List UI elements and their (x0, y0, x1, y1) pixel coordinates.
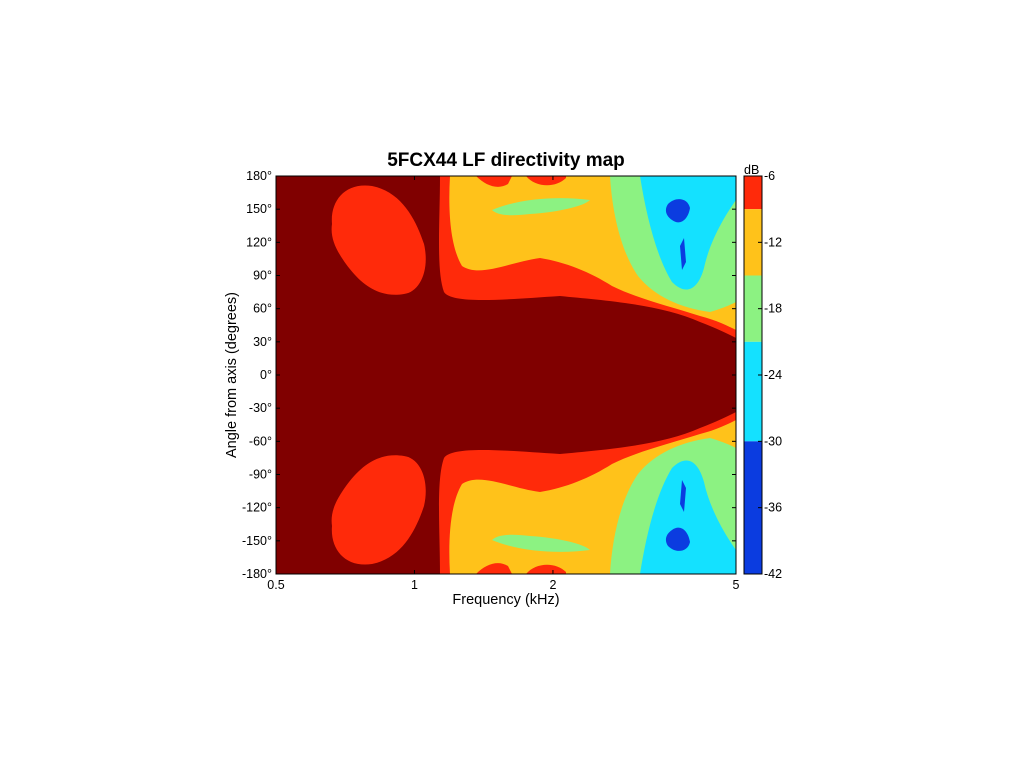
x-tick-label: 0.5 (267, 578, 284, 592)
y-tick-label: -90° (249, 468, 272, 482)
y-tick-label: -150° (242, 534, 272, 548)
colorbar-tick-label: -12 (764, 235, 782, 249)
y-tick-label: 60° (253, 302, 272, 316)
y-tick-label: 180° (246, 169, 272, 183)
contour-level-minus9-edge-mirrored (476, 563, 566, 574)
x-axis-label: Frequency (kHz) (452, 592, 559, 608)
colorbar-segment (744, 441, 762, 574)
upper-half-contours (331, 176, 736, 338)
y-tick-label: 0° (260, 368, 272, 382)
lower-half-contours (331, 412, 736, 574)
colorbar-tick-label: -30 (764, 434, 782, 448)
colorbar: -6 -12 -18 -24 -30 -36 -42 (743, 169, 782, 581)
plot-area (276, 176, 736, 574)
x-tick-label: 1 (411, 578, 418, 592)
y-tick-label: 150° (246, 202, 272, 216)
colorbar-tick-label: -24 (764, 368, 782, 382)
x-tick-label: 2 (549, 578, 556, 592)
y-tick-label: -30° (249, 401, 272, 415)
y-axis-label: Angle from axis (degrees) (224, 292, 240, 458)
x-axis: 0.5 1 2 5 (267, 176, 740, 592)
y-tick-label: 30° (253, 335, 272, 349)
y-tick-label: -120° (242, 501, 272, 515)
contour-level-minus30 (640, 176, 736, 290)
colorbar-segment (744, 275, 762, 342)
colorbar-segment (744, 176, 762, 210)
colorbar-tick-label: -6 (764, 169, 775, 183)
y-tick-label: -60° (249, 434, 272, 448)
contour-level-minus36 (665, 199, 690, 270)
colorbar-tick-label: -18 (764, 302, 782, 316)
colorbar-label: dB (744, 163, 759, 177)
colorbar-segment (744, 209, 762, 276)
contour-level-minus9-edge (476, 176, 566, 187)
y-axis: 180° 150° 120° 90° 60° 30° 0° -30° -60° -90° -120°… (242, 169, 736, 581)
y-tick-label: 90° (253, 269, 272, 283)
y-tick-label: 120° (246, 235, 272, 249)
x-tick-label: 5 (733, 578, 740, 592)
colorbar-tick-label: -42 (764, 567, 782, 581)
colorbar-segment (744, 341, 762, 442)
chart-title: 5FCX44 LF directivity map (387, 150, 625, 171)
colorbar-tick-label: -36 (764, 501, 782, 515)
contour-level-minus36-mirrored (665, 480, 690, 551)
contour-level-minus30-mirrored (640, 460, 736, 574)
y-tick-label: -180° (242, 567, 272, 581)
